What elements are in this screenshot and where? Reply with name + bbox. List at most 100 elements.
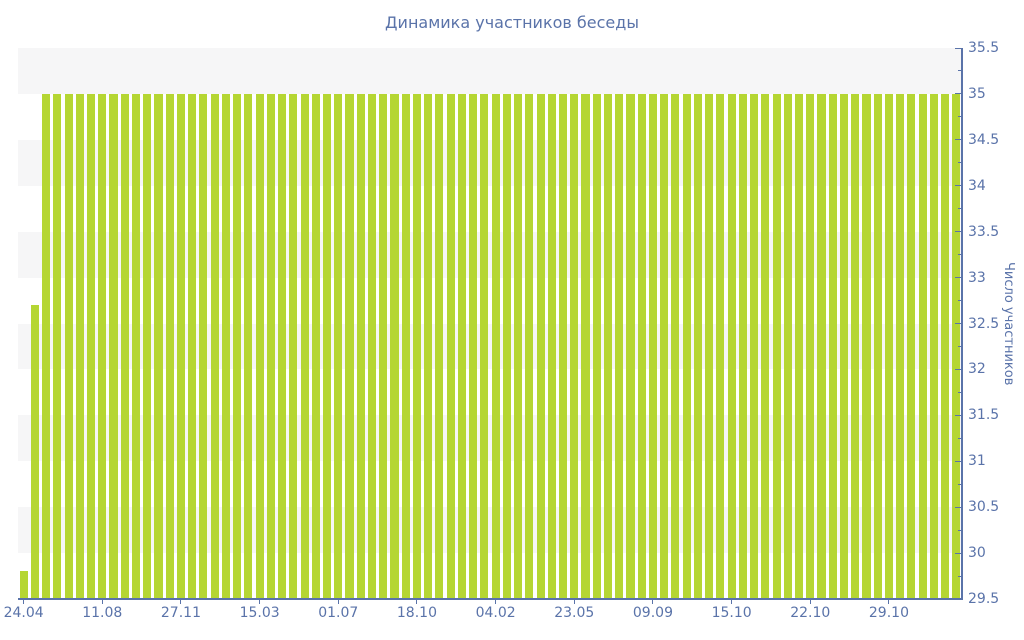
bar [772,93,781,599]
bar [199,93,208,599]
bar [323,93,332,599]
bar [525,93,534,599]
bar [165,93,174,599]
x-tick [495,599,497,604]
bar [615,93,624,599]
y-major-tick [955,460,962,462]
bar [109,93,118,599]
grid-band [18,139,962,186]
x-tick-label: 24.04 [3,605,44,621]
x-tick-label: 22.10 [790,605,831,621]
y-major-tick [955,552,962,554]
bar [53,93,62,599]
bar [143,93,152,599]
bar [446,93,455,599]
x-tick-label: 11.08 [82,605,123,621]
bar [87,93,96,599]
bar [244,93,253,599]
bar [154,93,163,599]
x-tick [180,599,182,604]
y-tick-label: 32.5 [968,315,1000,332]
bar [918,93,927,599]
bar [255,93,264,599]
bar [727,93,736,599]
y-major-tick [955,414,962,416]
y-major-tick [955,506,962,508]
bar [806,93,815,599]
bar [300,93,309,599]
y-major-tick [955,93,962,95]
bar [131,93,141,599]
y-minor-tick [958,345,962,347]
grid-band [18,507,962,554]
x-tick [416,599,418,604]
bar [19,571,28,599]
y-major-tick [955,277,962,279]
bar [716,93,725,599]
bar [795,93,804,599]
bar [435,93,444,599]
y-axis-title: Число участников [1001,262,1016,386]
y-tick-label: 35.5 [968,40,1000,56]
x-tick [573,599,575,604]
bar [873,93,882,599]
x-tick [652,599,654,604]
bar [738,93,747,599]
y-major-tick [955,368,962,370]
x-tick [101,599,103,604]
bar [705,93,714,599]
bar [278,93,287,599]
bar [783,93,792,599]
y-axis-line [961,48,963,600]
bar [862,93,871,599]
bar [356,93,365,599]
bar [345,93,354,599]
bar [221,93,230,599]
bar [682,93,691,599]
bar [626,93,635,599]
y-major-tick [955,598,962,600]
y-tick-label: 31 [968,453,986,470]
y-tick-label: 32 [968,361,986,378]
bar [884,93,893,599]
bar [941,93,950,599]
bar [637,93,646,599]
x-tick-label: 15.03 [239,605,280,621]
bar [480,93,489,599]
bar [457,93,466,599]
bar [233,93,242,599]
y-tick-label: 31.5 [968,407,1000,424]
x-tick-label: 15.10 [711,605,752,621]
plot-area: 29.5 30 30.5 31 31.5 32 32.5 33 33.5 34 34.5 35 35.5… [4,40,1000,621]
y-tick-label: 34 [968,177,986,194]
x-tick [23,599,25,604]
bar [750,93,759,599]
y-tick-label: 33 [968,269,986,286]
bar [176,93,185,599]
x-tick-label: 09.09 [632,605,673,621]
bar [929,93,938,599]
y-major-tick [955,139,962,141]
y-tick-label: 34.5 [968,131,1000,148]
bar [379,93,388,599]
bar [817,93,826,599]
bar [660,93,669,599]
x-tick [888,599,890,604]
bar [502,93,511,599]
y-tick-label: 30 [968,545,986,562]
y-minor-tick [958,391,962,393]
bar [120,93,129,599]
x-tick [259,599,261,604]
bar [648,93,657,599]
bar [98,93,107,599]
y-minor-tick [958,116,962,118]
bar [412,93,421,599]
bar [603,93,613,599]
x-tick [809,599,811,604]
bar [401,93,410,599]
bar [536,93,545,599]
bar [367,93,377,599]
y-major-tick [955,47,962,49]
y-minor-tick [958,300,962,302]
y-tick-label: 29.5 [968,591,1000,607]
